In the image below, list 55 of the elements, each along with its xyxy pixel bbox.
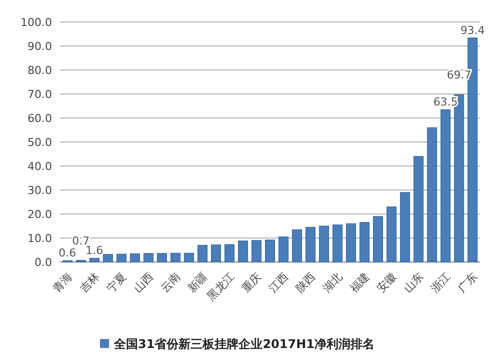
x-tick-label: 吉林 xyxy=(77,270,102,296)
bar xyxy=(306,226,316,262)
data-label: 93.4 xyxy=(460,24,485,37)
bar xyxy=(332,224,342,262)
y-tick-label: 70.0 xyxy=(28,88,52,101)
x-tick-label: 湖北 xyxy=(320,270,346,296)
bar xyxy=(400,192,410,262)
bar xyxy=(346,223,356,262)
y-tick-label: 30.0 xyxy=(28,184,52,197)
legend-label: 全国31省份新三板挂牌企业2017H1净利润排名 xyxy=(113,337,374,352)
y-tick-label: 90.0 xyxy=(28,40,52,53)
y-tick-label: 0.0 xyxy=(34,256,52,269)
y-tick-label: 40.0 xyxy=(28,160,52,173)
bar xyxy=(278,236,288,262)
bar xyxy=(238,240,248,262)
x-tick-label: 福建 xyxy=(347,270,372,296)
y-tick-label: 20.0 xyxy=(28,208,52,221)
y-tick-label: 100.0 xyxy=(20,16,52,29)
bar xyxy=(116,254,126,262)
x-tick-label: 青海 xyxy=(50,270,75,296)
y-tick-label: 10.0 xyxy=(28,232,52,245)
x-tick-label: 山东 xyxy=(401,270,426,296)
bar xyxy=(102,254,113,262)
x-tick-label: 宁夏 xyxy=(104,270,130,296)
bar xyxy=(170,252,180,262)
y-tick-label: 60.0 xyxy=(28,112,52,125)
bar xyxy=(373,216,384,262)
bar xyxy=(89,258,100,262)
x-tick-label: 江西 xyxy=(266,270,292,296)
bar xyxy=(130,253,140,262)
y-tick-label: 80.0 xyxy=(28,64,52,77)
x-tick-label: 重庆 xyxy=(239,270,264,296)
bar xyxy=(143,253,154,262)
bar xyxy=(211,244,221,262)
x-tick-label: 浙江 xyxy=(428,270,454,296)
x-tick-label: 陕西 xyxy=(293,270,318,296)
bar xyxy=(198,244,208,262)
bar xyxy=(265,240,275,262)
bar xyxy=(414,156,424,262)
bar xyxy=(427,127,438,262)
bar xyxy=(360,222,370,262)
y-tick-label: 50.0 xyxy=(28,136,52,149)
data-label: 0.6 xyxy=(58,246,76,260)
bar xyxy=(184,252,194,262)
bar xyxy=(156,253,167,262)
x-tick-label: 安徽 xyxy=(374,270,400,296)
bar xyxy=(440,109,451,262)
bar xyxy=(386,206,397,262)
bar xyxy=(292,229,302,262)
x-tick-label: 云南 xyxy=(158,270,184,296)
bar xyxy=(224,244,234,262)
bar xyxy=(252,240,262,262)
x-tick-label: 广东 xyxy=(455,270,480,296)
bar xyxy=(319,226,329,262)
x-tick-label: 山西 xyxy=(131,270,156,296)
